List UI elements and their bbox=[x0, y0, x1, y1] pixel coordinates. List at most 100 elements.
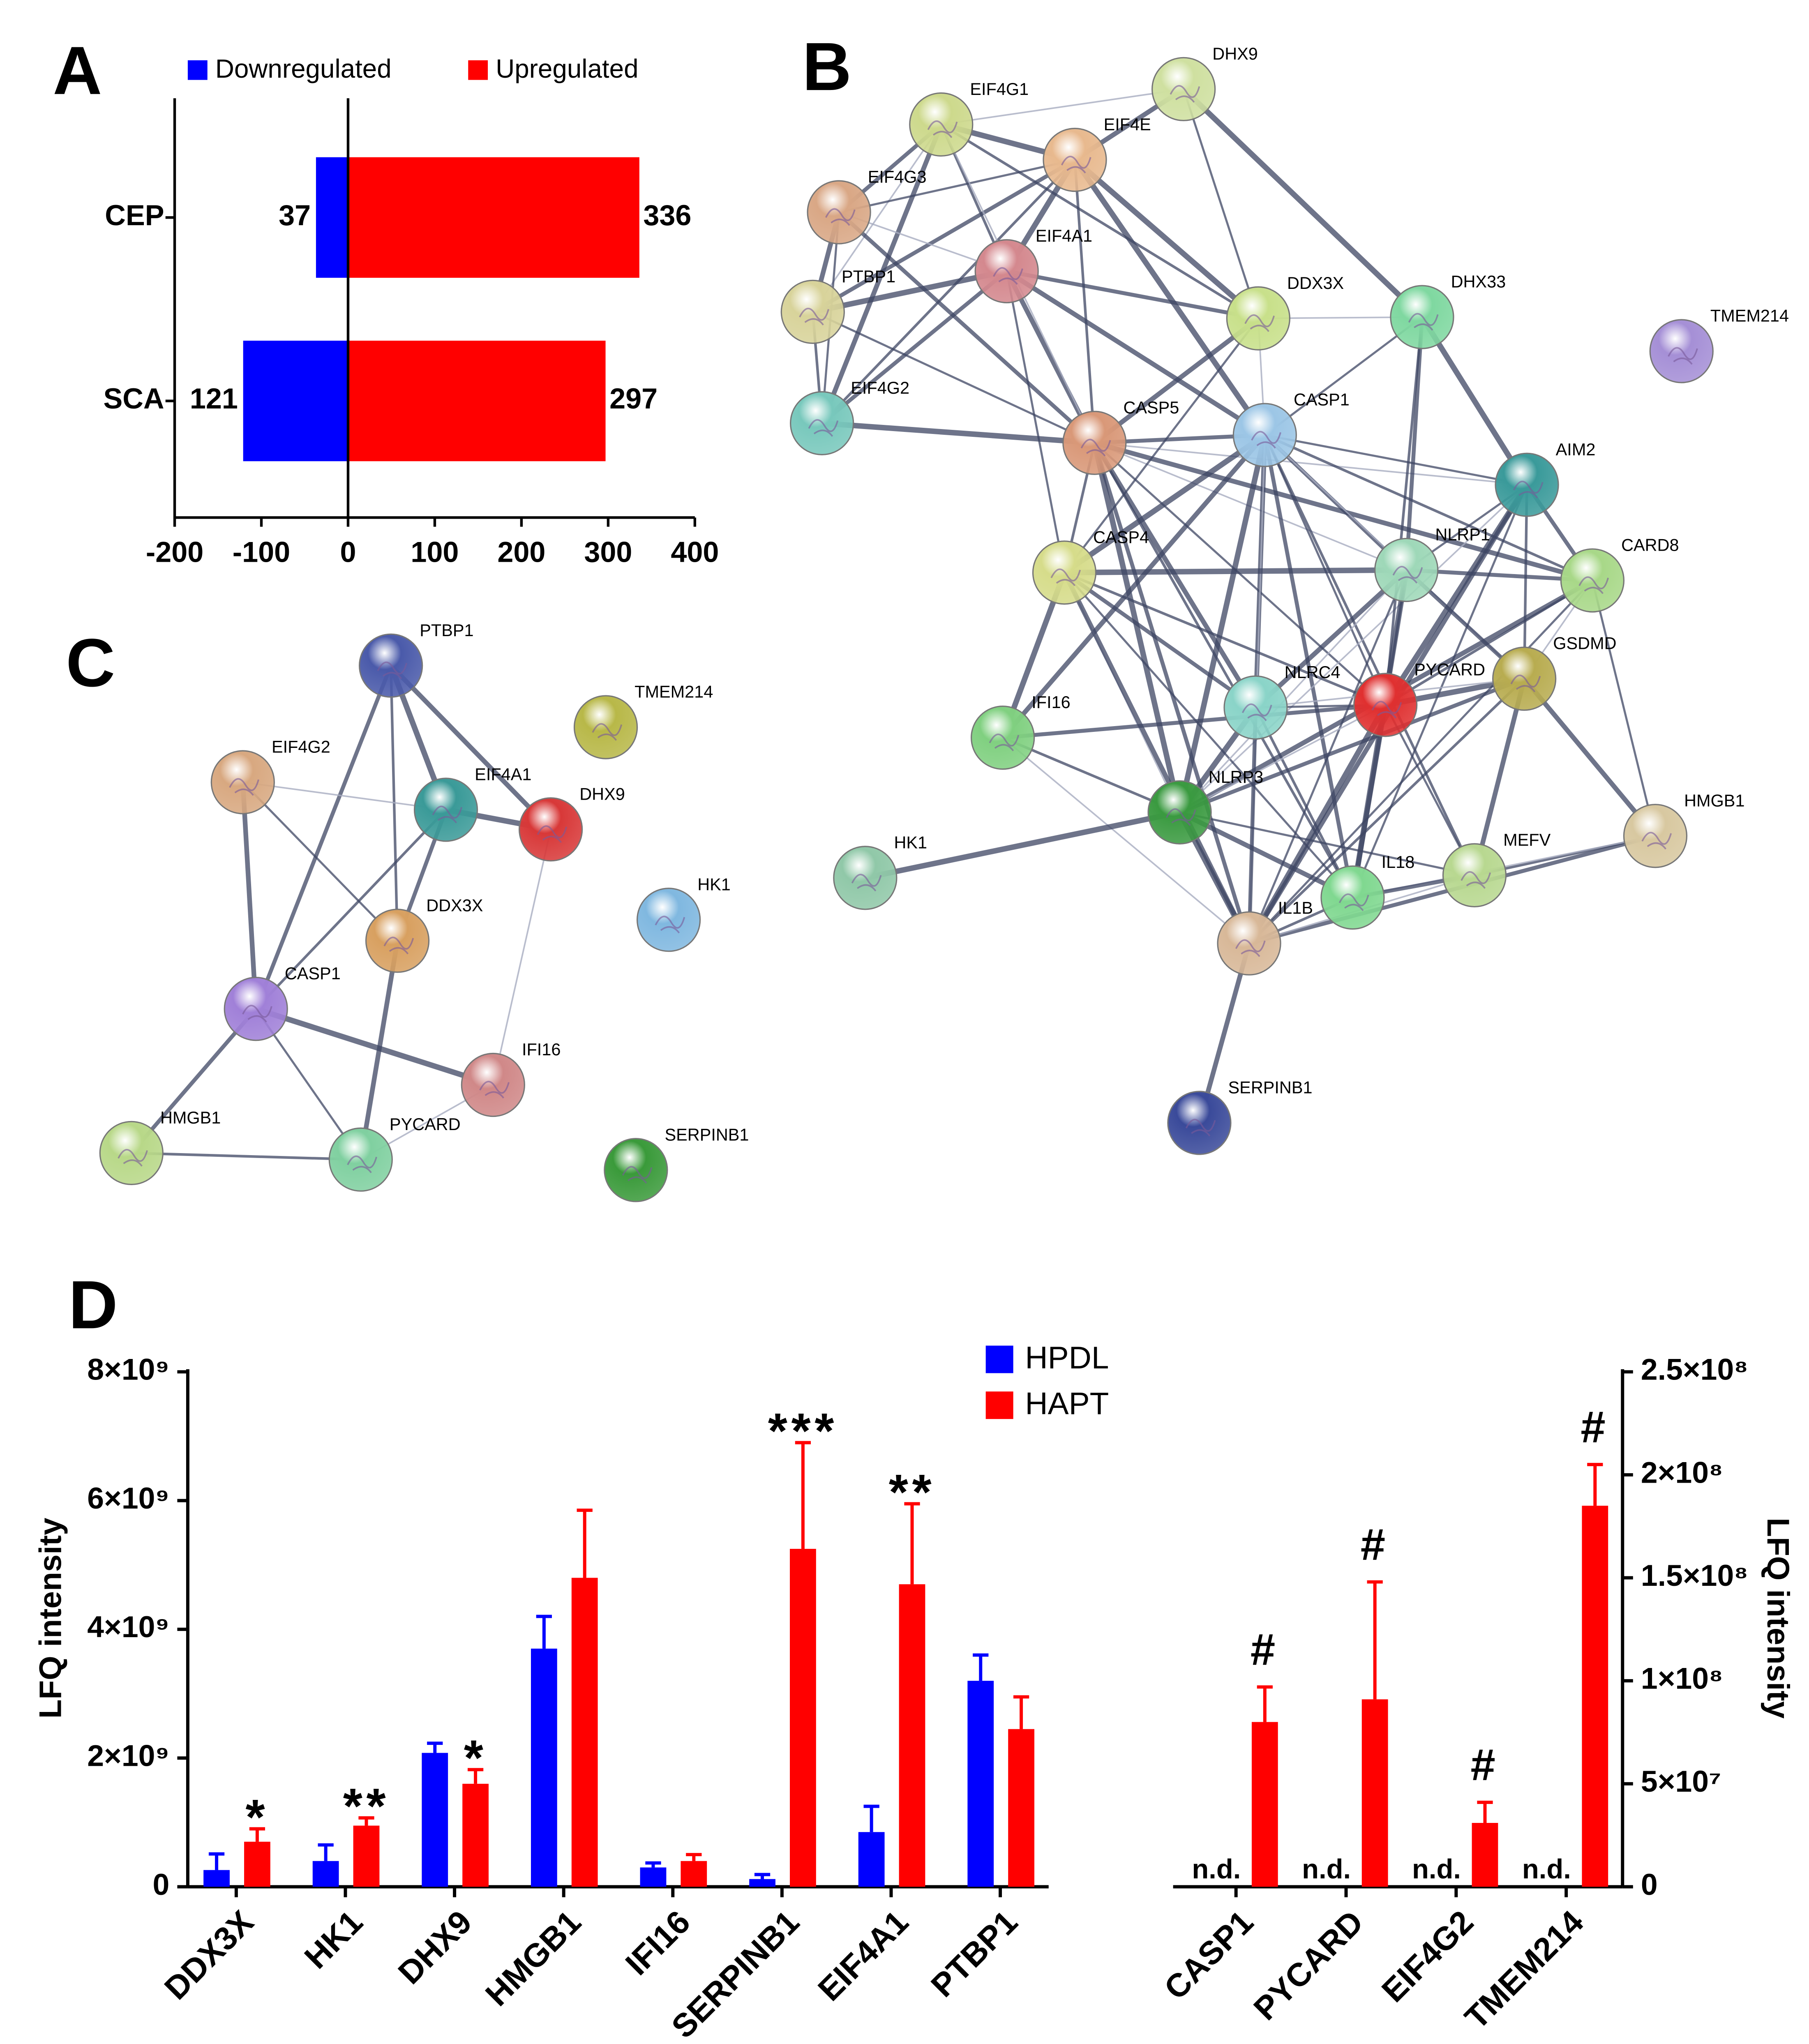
node-label: DHX33 bbox=[1451, 272, 1506, 291]
error-bar bbox=[795, 1441, 811, 1549]
edge bbox=[812, 268, 1008, 315]
data-label: n.d. bbox=[1412, 1854, 1461, 1885]
edge bbox=[839, 159, 1075, 214]
y-axis-label: LFQ intensity bbox=[1761, 1518, 1795, 1719]
bar bbox=[1251, 1722, 1278, 1887]
edge bbox=[242, 781, 446, 811]
error-bar bbox=[1257, 1685, 1273, 1722]
bar bbox=[967, 1681, 994, 1887]
node-structure bbox=[825, 208, 856, 226]
bar bbox=[899, 1584, 925, 1887]
edge bbox=[1179, 811, 1475, 877]
edge bbox=[1064, 572, 1354, 898]
node-label: EIF4A1 bbox=[1036, 226, 1092, 245]
node-structure bbox=[1513, 480, 1544, 498]
legend-label: Downregulated bbox=[215, 54, 392, 83]
x-tick-label: DHX9 bbox=[391, 1903, 479, 1991]
node-structure bbox=[118, 1149, 148, 1167]
edge bbox=[1247, 707, 1258, 944]
node-structure bbox=[1241, 703, 1272, 721]
x-tick-label: DDX3X bbox=[157, 1903, 261, 2007]
error-bar bbox=[358, 1816, 374, 1826]
error-bar bbox=[467, 1768, 484, 1784]
x-tick-label: 100 bbox=[411, 536, 459, 568]
edge bbox=[1094, 442, 1527, 486]
y-tick-label: 1×10⁸ bbox=[1641, 1662, 1723, 1696]
edge bbox=[255, 1006, 494, 1088]
edge bbox=[821, 420, 1095, 446]
data-label: 121 bbox=[190, 383, 238, 415]
y-axis-label: LFQ intensity bbox=[33, 1518, 68, 1719]
node-label: DDX3X bbox=[426, 895, 483, 915]
edge bbox=[812, 311, 1095, 444]
node-structure bbox=[592, 723, 623, 741]
node-structure bbox=[1461, 871, 1491, 889]
bar bbox=[1472, 1823, 1498, 1887]
y-tick-label: 0 bbox=[152, 1868, 169, 1901]
bar bbox=[348, 341, 606, 461]
node-label: AIM2 bbox=[1556, 440, 1596, 459]
node-structure bbox=[851, 874, 882, 892]
error-bar bbox=[645, 1861, 661, 1868]
edge bbox=[240, 782, 258, 1009]
bar bbox=[422, 1753, 448, 1887]
error-bar bbox=[863, 1804, 879, 1832]
edge bbox=[1177, 434, 1268, 813]
node-structure bbox=[1244, 314, 1275, 332]
edge bbox=[1248, 678, 1525, 944]
error-bar bbox=[208, 1852, 225, 1870]
error-bar bbox=[1477, 1800, 1493, 1823]
node-structure bbox=[1668, 347, 1698, 365]
edge bbox=[1419, 316, 1530, 487]
x-tick-label: HK1 bbox=[298, 1903, 370, 1976]
bar bbox=[640, 1867, 667, 1887]
edge bbox=[1073, 159, 1096, 443]
bar bbox=[681, 1861, 707, 1887]
node-label: EIF4E bbox=[1104, 115, 1151, 134]
legend-swatch bbox=[985, 1345, 1013, 1373]
data-label: 297 bbox=[609, 383, 658, 415]
node-label: IFI16 bbox=[522, 1040, 561, 1059]
node-label: HK1 bbox=[697, 874, 731, 894]
edge bbox=[821, 270, 1008, 425]
x-tick-label: EIF4A1 bbox=[811, 1903, 915, 2008]
node-structure bbox=[655, 916, 685, 934]
node-structure bbox=[1578, 576, 1609, 594]
node-label: HMGB1 bbox=[160, 1108, 221, 1127]
edge bbox=[1001, 433, 1267, 739]
node-label: IL1B bbox=[1278, 898, 1313, 918]
significance-label: ** bbox=[889, 1464, 935, 1520]
bar bbox=[858, 1832, 885, 1887]
bar bbox=[244, 1841, 270, 1887]
error-bar bbox=[973, 1653, 989, 1681]
bar bbox=[1361, 1699, 1388, 1887]
node-label: TMEM214 bbox=[1710, 306, 1789, 325]
y-tick-label: 0 bbox=[1641, 1868, 1658, 1901]
edge bbox=[1254, 568, 1408, 710]
significance-label: # bbox=[1361, 1519, 1389, 1569]
significance-label: # bbox=[1581, 1402, 1609, 1452]
node-structure bbox=[1408, 313, 1439, 331]
data-label: 336 bbox=[643, 199, 691, 231]
edge bbox=[1264, 434, 1593, 582]
y-tick-label: 4×10⁹ bbox=[87, 1610, 169, 1644]
data-label: 37 bbox=[279, 199, 311, 231]
significance-label: ** bbox=[343, 1778, 390, 1834]
x-tick-label: PYCARD bbox=[1246, 1903, 1370, 2027]
node-structure bbox=[347, 1155, 377, 1173]
x-tick-label: 400 bbox=[671, 536, 719, 568]
x-tick-label: 200 bbox=[497, 536, 545, 568]
x-tick-label: CASP1 bbox=[1157, 1903, 1260, 2007]
bar bbox=[1008, 1729, 1034, 1887]
edge bbox=[255, 809, 447, 1010]
y-tick-label: CEP bbox=[105, 199, 164, 231]
edge bbox=[254, 664, 393, 1010]
edge bbox=[821, 159, 1076, 424]
node-structure bbox=[1641, 832, 1672, 850]
error-bar bbox=[249, 1827, 265, 1842]
node-label: DHX9 bbox=[1212, 44, 1258, 63]
legend-label: HAPT bbox=[1025, 1386, 1109, 1421]
legend-swatch bbox=[468, 60, 488, 80]
edge bbox=[1005, 269, 1266, 437]
